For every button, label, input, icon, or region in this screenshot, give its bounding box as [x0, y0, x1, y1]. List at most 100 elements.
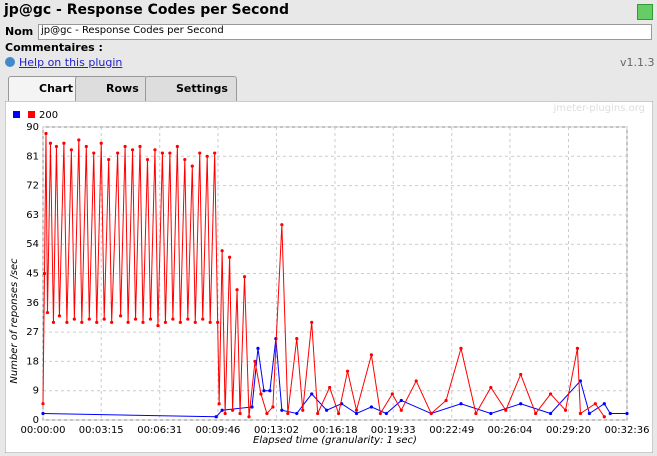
data-point	[201, 317, 205, 321]
data-point	[578, 411, 583, 416]
data-point	[190, 164, 194, 168]
data-point	[459, 346, 463, 350]
data-point	[519, 402, 523, 406]
data-point	[116, 151, 120, 155]
data-point	[384, 411, 388, 416]
x-tick-label: 00:09:46	[196, 425, 241, 436]
y-axis-label: Number of reponses /sec	[9, 258, 20, 384]
data-point	[65, 320, 69, 324]
data-point	[414, 379, 418, 383]
data-point	[213, 151, 217, 155]
data-point	[369, 353, 374, 357]
x-tick-label: 00:26:04	[488, 425, 533, 436]
data-point	[228, 255, 232, 259]
data-point	[354, 411, 359, 416]
data-point	[602, 402, 606, 406]
y-tick-label: 90	[26, 122, 39, 133]
data-point	[69, 148, 73, 152]
x-tick-label: 00:19:33	[371, 425, 416, 436]
data-point	[175, 144, 179, 149]
tab[interactable]: Rows	[75, 76, 148, 101]
data-point	[238, 411, 242, 416]
window-title: jp@gc - Response Codes per Second	[4, 2, 290, 18]
data-point	[214, 415, 218, 419]
data-point	[504, 408, 508, 412]
data-point	[235, 288, 239, 292]
y-tick-label: 54	[26, 239, 39, 250]
data-point	[286, 411, 290, 416]
data-point	[280, 223, 284, 227]
x-tick-label: 00:22:49	[429, 425, 474, 436]
data-point	[310, 320, 314, 324]
data-point	[41, 402, 45, 406]
data-point	[578, 379, 583, 383]
data-point	[519, 372, 523, 377]
data-point	[145, 157, 150, 162]
data-point	[126, 320, 130, 324]
y-tick-label: 63	[26, 210, 39, 221]
data-point	[216, 320, 220, 324]
data-point	[345, 369, 350, 373]
data-point	[489, 411, 493, 416]
data-point	[186, 317, 190, 321]
y-tick-label: 27	[26, 327, 39, 338]
data-point	[220, 408, 224, 412]
data-point	[459, 402, 463, 406]
data-point	[328, 385, 332, 390]
tab[interactable]: Chart	[8, 76, 83, 101]
data-point	[141, 320, 145, 324]
data-point	[253, 359, 257, 363]
y-tick-label: 45	[26, 269, 39, 280]
data-point	[575, 346, 580, 350]
data-point	[247, 415, 251, 419]
data-point	[107, 157, 111, 162]
expand-icon[interactable]	[637, 4, 653, 20]
data-point	[354, 408, 359, 412]
data-point	[268, 389, 272, 393]
name-input[interactable]: jp@gc - Response Codes per Second	[38, 24, 652, 40]
data-point	[316, 411, 320, 416]
data-point	[295, 411, 299, 416]
data-point	[271, 405, 275, 409]
legend-label: 200	[39, 110, 58, 121]
data-point	[474, 411, 478, 416]
data-point	[54, 144, 59, 149]
data-point	[608, 411, 612, 416]
data-point	[280, 408, 284, 412]
data-point	[301, 408, 305, 412]
y-tick-label: 36	[26, 298, 39, 309]
legend-swatch	[13, 111, 20, 118]
data-point	[489, 385, 493, 390]
data-point	[256, 346, 260, 350]
help-link[interactable]: Help on this plugin	[19, 56, 123, 69]
data-point	[217, 402, 221, 406]
comments-label: Commentaires :	[5, 41, 103, 54]
x-tick-label: 00:03:15	[79, 425, 124, 436]
data-point	[259, 392, 263, 396]
data-point	[87, 317, 91, 321]
data-point	[390, 392, 394, 396]
data-point	[399, 398, 403, 403]
data-point	[625, 411, 629, 416]
data-point	[183, 157, 187, 162]
data-point	[310, 392, 314, 396]
y-tick-label: 0	[33, 415, 39, 426]
y-tick-label: 72	[26, 181, 39, 192]
data-point	[99, 141, 103, 145]
data-point	[95, 320, 99, 324]
data-point	[399, 408, 403, 412]
name-label: Nom :	[5, 25, 42, 38]
x-tick-label: 00:06:31	[137, 425, 182, 436]
chart: jmeter-plugins.org Number of reponses /s…	[5, 101, 653, 453]
data-point	[42, 271, 47, 276]
data-point	[62, 141, 66, 145]
data-point	[160, 151, 165, 155]
data-point	[178, 320, 182, 324]
data-point	[444, 398, 448, 403]
data-point	[369, 405, 374, 409]
data-point	[198, 151, 202, 155]
data-point	[84, 144, 88, 149]
y-tick-label: 18	[26, 356, 39, 367]
tab[interactable]: Settings	[145, 76, 237, 101]
data-point	[41, 411, 45, 416]
